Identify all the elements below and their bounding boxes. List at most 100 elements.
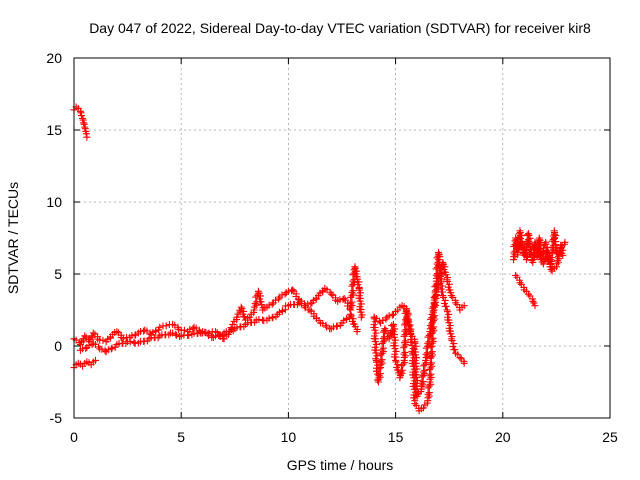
data-point — [126, 337, 134, 345]
x-tick-label: 5 — [177, 429, 185, 445]
data-point — [440, 299, 448, 307]
data-point — [349, 277, 357, 285]
data-point — [550, 238, 558, 246]
data-point — [322, 321, 330, 329]
data-point — [83, 133, 91, 141]
grid-layer — [74, 58, 610, 418]
data-point — [554, 256, 562, 264]
data-point — [542, 240, 550, 248]
data-point — [240, 313, 248, 321]
data-point — [104, 346, 112, 354]
data-point — [527, 246, 535, 254]
data-point — [268, 300, 276, 308]
data-point — [373, 358, 381, 366]
data-point — [418, 379, 426, 387]
data-point — [407, 338, 415, 346]
data-point — [165, 331, 173, 339]
data-point — [269, 313, 277, 321]
data-point — [130, 338, 138, 346]
data-point — [255, 289, 263, 297]
plot-frame — [73, 57, 611, 419]
data-point — [82, 344, 90, 352]
y-tick-label: 10 — [46, 194, 62, 210]
data-point — [529, 297, 537, 305]
data-point — [425, 331, 433, 339]
data-point — [430, 303, 438, 311]
data-point — [89, 329, 97, 337]
data-point — [460, 302, 468, 310]
x-tick-label: 0 — [70, 429, 78, 445]
data-point — [436, 271, 444, 279]
data-point — [525, 231, 533, 239]
data-point — [278, 291, 286, 299]
data-point — [246, 313, 254, 321]
data-point — [176, 333, 184, 341]
x-tick-label: 20 — [495, 429, 511, 445]
data-point — [554, 258, 562, 266]
data-point — [186, 326, 194, 334]
data-point — [525, 249, 533, 257]
data-point — [378, 356, 386, 364]
data-point — [255, 315, 263, 323]
data-point — [555, 255, 563, 263]
data-point — [252, 301, 260, 309]
data-point — [535, 236, 543, 244]
data-point — [405, 327, 413, 335]
data-point — [353, 328, 361, 336]
tick-layer: 0 5 10 15 20 25 -5 0 5 10 15 20 — [46, 50, 618, 445]
data-point — [550, 229, 558, 237]
data-point — [162, 322, 170, 330]
data-point — [424, 339, 432, 347]
data-series — [70, 103, 569, 415]
data-point — [197, 329, 205, 337]
data-point — [449, 343, 457, 351]
data-point — [561, 238, 569, 246]
data-point — [441, 296, 449, 304]
y-tick-label: 5 — [54, 266, 62, 282]
data-point — [289, 286, 297, 294]
data-point — [204, 330, 212, 338]
data-point — [531, 238, 539, 246]
data-point — [456, 354, 464, 362]
data-point — [376, 370, 384, 378]
data-point — [385, 335, 393, 343]
data-point — [433, 282, 441, 290]
data-point — [427, 349, 435, 357]
data-point — [322, 323, 330, 331]
x-tick-label: 15 — [388, 429, 404, 445]
data-point — [556, 248, 564, 256]
data-point — [405, 318, 413, 326]
data-point — [552, 241, 560, 249]
data-point — [268, 314, 276, 322]
data-point — [516, 229, 524, 237]
data-point — [398, 369, 406, 377]
data-point — [425, 389, 433, 397]
data-point — [531, 302, 539, 310]
data-point — [252, 293, 260, 301]
data-point — [423, 349, 431, 357]
data-point — [390, 353, 398, 361]
data-point — [251, 300, 259, 308]
data-point — [256, 298, 264, 306]
data-point — [333, 322, 341, 330]
data-point — [265, 301, 273, 309]
data-point — [404, 309, 412, 317]
data-point — [439, 293, 447, 301]
x-axis-label: GPS time / hours — [287, 457, 394, 473]
data-point — [260, 317, 268, 325]
data-point — [514, 248, 522, 256]
data-point — [327, 290, 335, 298]
data-point — [347, 300, 355, 308]
data-point — [272, 296, 280, 304]
data-point — [443, 276, 451, 284]
data-point — [421, 360, 429, 368]
data-point — [526, 234, 534, 242]
y-tick-label: -5 — [50, 410, 63, 426]
data-point — [237, 303, 245, 311]
y-tick-label: 0 — [54, 338, 62, 354]
data-point — [406, 321, 414, 329]
data-point — [379, 316, 387, 324]
data-point — [91, 356, 99, 364]
data-point — [122, 339, 130, 347]
data-point — [429, 334, 437, 342]
